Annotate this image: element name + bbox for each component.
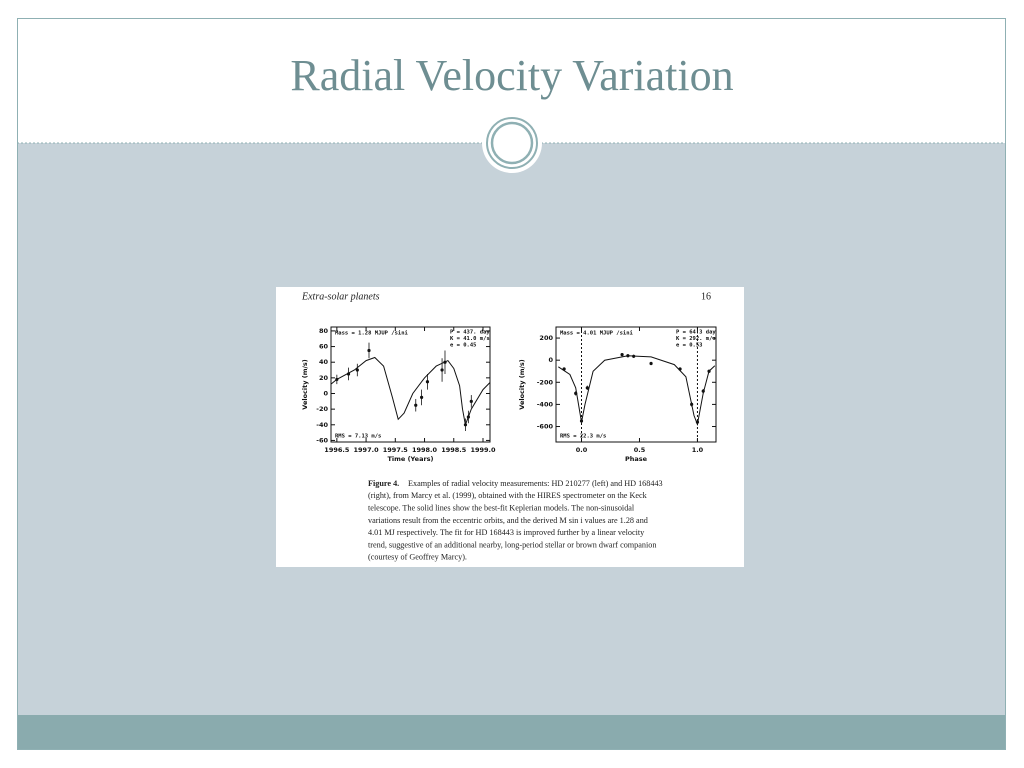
data-point — [632, 354, 636, 358]
caption-line: telescope. The solid lines show the best… — [368, 503, 635, 512]
data-point — [574, 391, 578, 395]
annotation: Mass = 1.28 MJUP /sini — [335, 331, 409, 337]
data-point — [585, 386, 589, 390]
data-point — [335, 377, 339, 382]
data-point — [420, 395, 424, 400]
x-tick-label: 1998.0 — [412, 446, 438, 454]
caption-line: 4.01 MJ respectively. The fit for HD 168… — [368, 528, 645, 537]
y-axis-label: Velocity (m/s) — [518, 359, 526, 409]
data-point — [463, 423, 468, 427]
y-tick-label: -200 — [537, 378, 554, 386]
figure-header: Extra-solar planets — [301, 291, 380, 302]
y-tick-label: -600 — [537, 423, 554, 431]
x-tick-label: 1997.0 — [354, 446, 380, 454]
y-tick-label: 200 — [539, 334, 553, 342]
annotation: Mass = 4.01 MJUP /sini — [560, 331, 634, 337]
data-point — [626, 354, 630, 358]
x-tick-label: 1999.0 — [470, 446, 496, 454]
data-point — [466, 415, 470, 419]
data-point — [579, 419, 584, 423]
annotation: P = 64.3 day — [676, 330, 716, 336]
y-tick-label: 60 — [319, 343, 329, 351]
y-tick-label: 0 — [548, 356, 553, 364]
ornament-ring — [486, 117, 538, 169]
plot-frame — [330, 326, 491, 443]
y-axis-label: Velocity (m/s) — [301, 359, 309, 409]
x-tick-label: 1998.5 — [441, 446, 467, 454]
y-tick-label: -40 — [316, 421, 328, 429]
y-tick-label: -60 — [316, 436, 328, 444]
x-axis-label: Phase — [625, 455, 648, 463]
x-tick-label: 1997.5 — [383, 446, 409, 454]
frame — [17, 18, 1006, 750]
y-tick-label: 40 — [319, 358, 329, 366]
data-point — [690, 402, 694, 407]
annotation: RMS = 7.13 m/s — [335, 434, 381, 440]
y-tick-label: 0 — [323, 389, 328, 397]
caption-line: Examples of radial velocity measurements… — [408, 479, 663, 488]
data-point — [346, 372, 351, 376]
y-tick-label: 80 — [319, 327, 329, 335]
caption-line: trend, suggestive of an additional nearb… — [368, 540, 656, 549]
plot-frame — [555, 326, 717, 443]
figure — [276, 287, 744, 567]
data-point — [620, 353, 624, 357]
data-point — [707, 369, 711, 373]
data-point — [469, 399, 473, 403]
y-tick-label: 20 — [319, 374, 329, 382]
x-axis-label: Time (Years) — [387, 455, 433, 463]
caption-label: Figure 4. — [368, 479, 399, 488]
caption-line: variations result from the eccentric orb… — [368, 516, 648, 525]
data-point — [440, 368, 444, 372]
data-point — [678, 367, 682, 371]
model-curve — [558, 355, 716, 427]
x-tick-label: 1996.5 — [324, 446, 350, 454]
data-point — [414, 403, 418, 407]
annotation: RMS = 22.3 m/s — [560, 434, 606, 440]
slide-title: Radial Velocity Variation — [290, 51, 733, 100]
data-point — [701, 389, 705, 393]
data-point — [367, 348, 371, 353]
annotation: K = 292. m/s — [676, 336, 716, 342]
data-point — [562, 367, 566, 371]
model-curve — [330, 356, 491, 427]
data-point — [649, 361, 653, 366]
x-tick-label: 0.0 — [576, 446, 588, 454]
footer-bar — [17, 715, 1006, 750]
y-tick-label: -20 — [316, 405, 328, 413]
page-number: 16 — [701, 291, 711, 302]
caption-line: (courtesy of Geoffrey Marcy). — [368, 553, 467, 562]
annotation: P = 437. day — [450, 330, 490, 336]
ornament-ring — [490, 121, 534, 165]
x-tick-label: 1.0 — [692, 446, 704, 454]
data-point — [355, 368, 359, 372]
data-point — [443, 360, 447, 364]
caption-line: (right), from Marcy et al. (1999), obtai… — [368, 491, 648, 500]
annotation: K = 41.0 m/s — [450, 336, 490, 342]
y-tick-label: -400 — [537, 400, 554, 408]
x-tick-label: 0.5 — [634, 446, 646, 454]
data-point — [695, 420, 700, 424]
data-point — [425, 380, 430, 384]
annotation: e = 0.53 — [676, 343, 703, 349]
annotation: e = 0.45 — [450, 343, 477, 349]
